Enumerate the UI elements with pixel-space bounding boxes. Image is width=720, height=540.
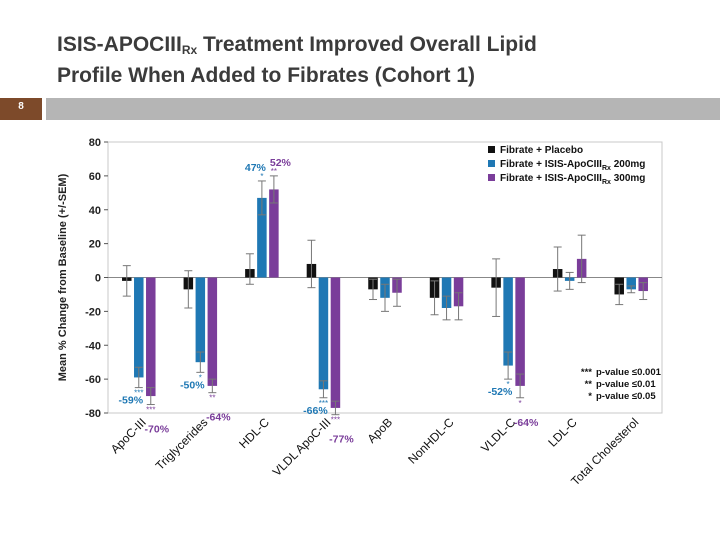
slide-title: ISIS-APOCIIIRx Treatment Improved Overal… [57,32,677,89]
pvalue-stars: *** [581,367,592,378]
title-line1-sub: Rx [181,43,198,57]
pvalue-label: p-value ≤0.01 [596,379,656,390]
legend-swatch [488,160,495,167]
bar [318,277,329,390]
significance-marker: * [507,380,510,389]
bar [330,277,341,408]
significance-marker: ** [209,394,215,403]
significance-marker: * [199,373,202,382]
value-annotation: 47% [245,162,267,174]
significance-marker: *** [146,406,155,415]
title-line2: Profile When Added to Fibrates (Cohort 1… [57,64,476,87]
legend-swatch [488,146,495,153]
bar [146,277,156,397]
y-tick-label: 60 [89,171,101,183]
x-category-label: VLDL ApoC-III [270,415,334,479]
pvalue-label: p-value ≤0.001 [596,367,662,378]
y-tick-label: 0 [95,273,101,285]
value-annotation: -50% [180,379,205,391]
significance-marker: * [519,399,522,408]
y-tick-label: 80 [89,137,101,149]
y-tick-label: 40 [89,205,101,217]
x-category-label: NonHDL-C [405,415,457,467]
slide-number: 8 [18,101,24,112]
significance-marker: *** [331,416,340,425]
bar [515,277,525,386]
value-annotation: -70% [145,424,170,436]
y-tick-label: -40 [85,340,101,352]
x-category-label: ApoB [364,415,395,446]
bar [207,277,218,386]
legend-label: Fibrate + Placebo [500,145,583,156]
pvalue-stars: ** [585,379,593,390]
significance-marker: ** [271,167,277,176]
significance-marker: * [260,172,263,181]
significance-marker: *** [319,399,328,408]
pvalue-label: p-value ≤0.05 [596,391,656,402]
x-category-label: LDL-C [545,415,580,450]
legend-swatch [488,174,495,181]
bar [257,197,267,278]
value-annotation: -77% [329,434,354,446]
y-axis-label: Mean % Change from Baseline (+/-SEM) [57,173,69,381]
y-tick-label: 20 [89,239,101,251]
value-annotation: -64% [514,417,539,429]
bar [503,277,513,366]
y-tick-label: -80 [85,408,101,420]
bar [195,277,206,363]
header-divider-band [46,98,720,120]
value-annotation: -64% [206,412,231,424]
bar [134,277,144,378]
y-tick-label: -60 [85,374,101,386]
slide-number-band [0,98,42,120]
value-annotation: -59% [119,395,144,407]
legend-label: Fibrate + ISIS-ApoCIIIRx 200mg [500,159,645,172]
value-annotation: -52% [488,386,513,398]
title-line1-post: Treatment Improved Overall Lipid [197,33,537,56]
legend-label: Fibrate + ISIS-ApoCIIIRx 300mg [500,173,645,186]
x-category-label: ApoC-III [108,415,149,456]
bar [441,277,452,308]
x-category-label: Total Cholesterol [568,415,641,488]
bar [269,189,279,278]
value-annotation: -66% [303,405,328,417]
bar [453,277,464,307]
bar [626,277,636,290]
x-category-label: HDL-C [236,415,272,451]
significance-marker: *** [134,389,143,398]
title-line1-pre: ISIS-APOCIII [57,33,182,56]
pvalue-stars: * [588,391,592,402]
value-annotation: 52% [270,157,292,169]
y-tick-label: -20 [85,306,101,318]
x-category-label: VLDL-C [478,415,518,455]
